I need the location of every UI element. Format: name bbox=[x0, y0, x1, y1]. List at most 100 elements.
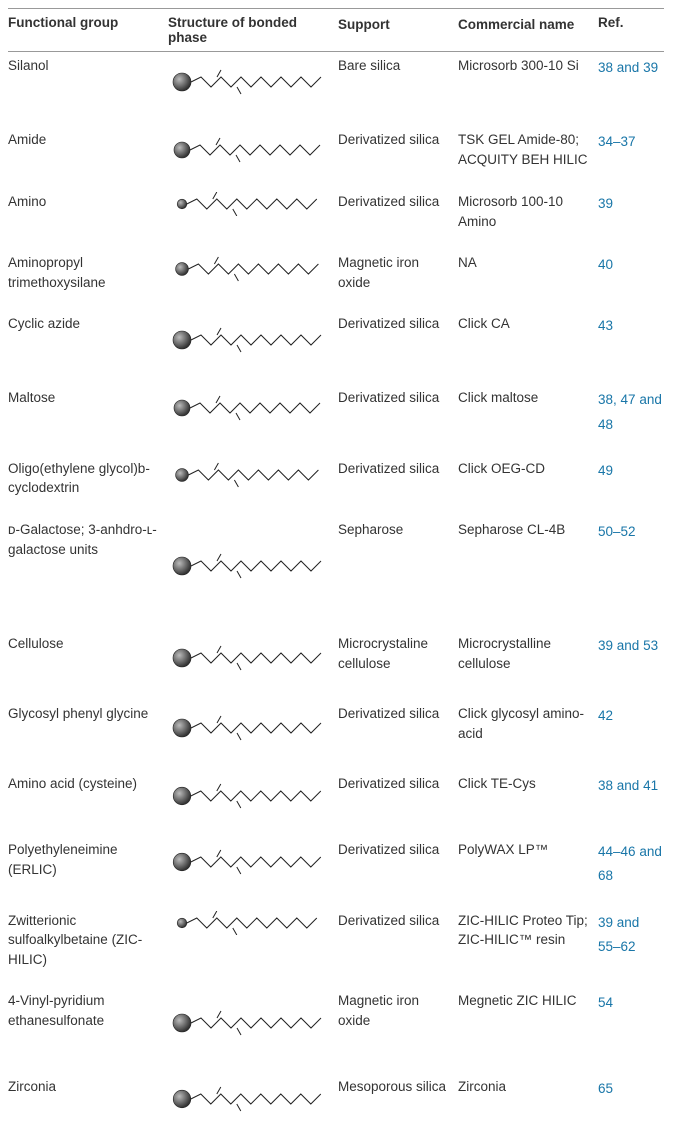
ref-link[interactable]: 47 bbox=[621, 392, 636, 407]
cell-support: Magnetic iron oxide bbox=[338, 253, 458, 292]
ref-separator: and bbox=[613, 638, 643, 653]
cell-ref: 42 bbox=[598, 704, 664, 728]
ref-separator: and bbox=[613, 915, 639, 930]
ref-link[interactable]: 40 bbox=[598, 257, 613, 272]
ref-link[interactable]: 44 bbox=[598, 844, 613, 859]
cell-functional-group: ᴅ-Galactose; 3-anhdro-ʟ-galactose units bbox=[8, 520, 168, 559]
ref-separator: , bbox=[613, 392, 621, 407]
table-row: ᴅ-Galactose; 3-anhdro-ʟ-galactose units … bbox=[8, 516, 664, 630]
ref-separator: – bbox=[613, 844, 621, 859]
ref-link[interactable]: 34 bbox=[598, 134, 613, 149]
cell-support: Derivatized silica bbox=[338, 704, 458, 724]
cell-ref: 39 and 55–62 bbox=[598, 911, 664, 960]
cell-support: Bare silica bbox=[338, 56, 458, 76]
cell-support: Derivatized silica bbox=[338, 130, 458, 150]
cell-ref: 38 and 41 bbox=[598, 774, 664, 798]
cell-support: Derivatized silica bbox=[338, 388, 458, 408]
cell-functional-group: Cellulose bbox=[8, 634, 168, 654]
ref-link[interactable]: 41 bbox=[643, 778, 658, 793]
cell-functional-group: Polyethyleneimine (ERLIC) bbox=[8, 840, 168, 879]
ref-separator: – bbox=[613, 134, 621, 149]
ref-link[interactable]: 38 bbox=[598, 392, 613, 407]
structure-drawing bbox=[168, 520, 328, 612]
ref-link[interactable]: 46 bbox=[621, 844, 636, 859]
header-ref: Ref. bbox=[598, 15, 664, 45]
cell-commercial-name: TSK GEL Amide-80; ACQUITY BEH HILIC bbox=[458, 130, 598, 169]
ref-link[interactable]: 54 bbox=[598, 995, 613, 1010]
ref-link[interactable]: 68 bbox=[598, 868, 613, 883]
ref-link[interactable]: 38 bbox=[598, 60, 613, 75]
ref-link[interactable]: 49 bbox=[598, 463, 613, 478]
ref-separator: – bbox=[613, 524, 621, 539]
cell-ref: 65 bbox=[598, 1077, 664, 1101]
cell-structure bbox=[168, 991, 338, 1055]
cell-functional-group: Amino bbox=[8, 192, 168, 212]
table-row: 4-Vinyl-pyridium ethanesulfonate Magneti… bbox=[8, 987, 664, 1073]
ref-link[interactable]: 39 bbox=[598, 196, 613, 211]
ref-link[interactable]: 38 bbox=[598, 778, 613, 793]
ref-link[interactable]: 52 bbox=[621, 524, 636, 539]
ref-separator: – bbox=[613, 939, 621, 954]
cell-structure bbox=[168, 911, 338, 935]
ref-separator: and bbox=[636, 392, 662, 407]
cell-structure bbox=[168, 314, 338, 366]
cell-commercial-name: Microsorb 300-10 Si bbox=[458, 56, 598, 76]
structure-drawing bbox=[168, 192, 328, 216]
cell-structure bbox=[168, 56, 338, 108]
ref-link[interactable]: 50 bbox=[598, 524, 613, 539]
header-commercial-name: Commercial name bbox=[458, 15, 598, 45]
cell-functional-group: Zwitterionic sulfoalkylbetaine (ZIC-HILI… bbox=[8, 911, 168, 970]
table-row: Aminopropyl trimethoxysilane Magnetic ir… bbox=[8, 249, 664, 310]
ref-link[interactable]: 65 bbox=[598, 1081, 613, 1096]
cell-functional-group: 4-Vinyl-pyridium ethanesulfonate bbox=[8, 991, 168, 1030]
cell-commercial-name: Click glycosyl amino-acid bbox=[458, 704, 598, 743]
ref-link[interactable]: 53 bbox=[643, 638, 658, 653]
header-functional-group: Functional group bbox=[8, 15, 168, 45]
hilic-phases-table: Functional group Structure of bonded pha… bbox=[8, 8, 664, 1139]
cell-commercial-name: Click OEG-CD bbox=[458, 459, 598, 479]
cell-support: Derivatized silica bbox=[338, 840, 458, 860]
table-row: Glycosyl phenyl glycine Derivatized sili… bbox=[8, 700, 664, 770]
cell-commercial-name: Sepharose CL-4B bbox=[458, 520, 598, 540]
cell-ref: 39 and 53 bbox=[598, 634, 664, 658]
table-row: Cyclic azide Derivatized silicaClick CA4… bbox=[8, 310, 664, 384]
cell-support: Microcrystaline cellulose bbox=[338, 634, 458, 673]
ref-link[interactable]: 43 bbox=[598, 318, 613, 333]
table-row: Maltose Derivatized silicaClick maltose3… bbox=[8, 384, 664, 455]
ref-link[interactable]: 55 bbox=[598, 939, 613, 954]
ref-link[interactable]: 42 bbox=[598, 708, 613, 723]
cell-commercial-name: Microsorb 100-10 Amino bbox=[458, 192, 598, 231]
ref-link[interactable]: 39 bbox=[598, 638, 613, 653]
cell-ref: 50–52 bbox=[598, 520, 664, 544]
structure-drawing bbox=[168, 314, 328, 366]
table-row: Oligo(ethylene glycol)b-cyclodextrin Der… bbox=[8, 455, 664, 516]
cell-structure bbox=[168, 1077, 338, 1121]
cell-functional-group: Aminopropyl trimethoxysilane bbox=[8, 253, 168, 292]
structure-drawing bbox=[168, 991, 328, 1055]
ref-separator: and bbox=[636, 844, 662, 859]
ref-link[interactable]: 39 bbox=[643, 60, 658, 75]
ref-link[interactable]: 62 bbox=[621, 939, 636, 954]
cell-functional-group: Oligo(ethylene glycol)b-cyclodextrin bbox=[8, 459, 168, 498]
structure-drawing bbox=[168, 130, 328, 170]
cell-commercial-name: Click maltose bbox=[458, 388, 598, 408]
cell-commercial-name: PolyWAX LP™ bbox=[458, 840, 598, 860]
ref-link[interactable]: 39 bbox=[598, 915, 613, 930]
table-header-row: Functional group Structure of bonded pha… bbox=[8, 8, 664, 52]
ref-link[interactable]: 48 bbox=[598, 417, 613, 432]
table-row: Zirconia Mesoporous silicaZirconia65 bbox=[8, 1073, 664, 1139]
cell-ref: 38 and 39 bbox=[598, 56, 664, 80]
ref-link[interactable]: 37 bbox=[621, 134, 636, 149]
cell-support: Mesoporous silica bbox=[338, 1077, 458, 1097]
cell-commercial-name: Click TE-Cys bbox=[458, 774, 598, 794]
cell-ref: 43 bbox=[598, 314, 664, 338]
cell-functional-group: Cyclic azide bbox=[8, 314, 168, 334]
cell-structure bbox=[168, 520, 338, 612]
ref-separator: and bbox=[613, 778, 643, 793]
structure-drawing bbox=[168, 253, 328, 285]
structure-drawing bbox=[168, 56, 328, 108]
cell-ref: 54 bbox=[598, 991, 664, 1015]
structure-drawing bbox=[168, 774, 328, 818]
cell-commercial-name: NA bbox=[458, 253, 598, 273]
table-row: Amino acid (cysteine) Derivatized silica… bbox=[8, 770, 664, 836]
